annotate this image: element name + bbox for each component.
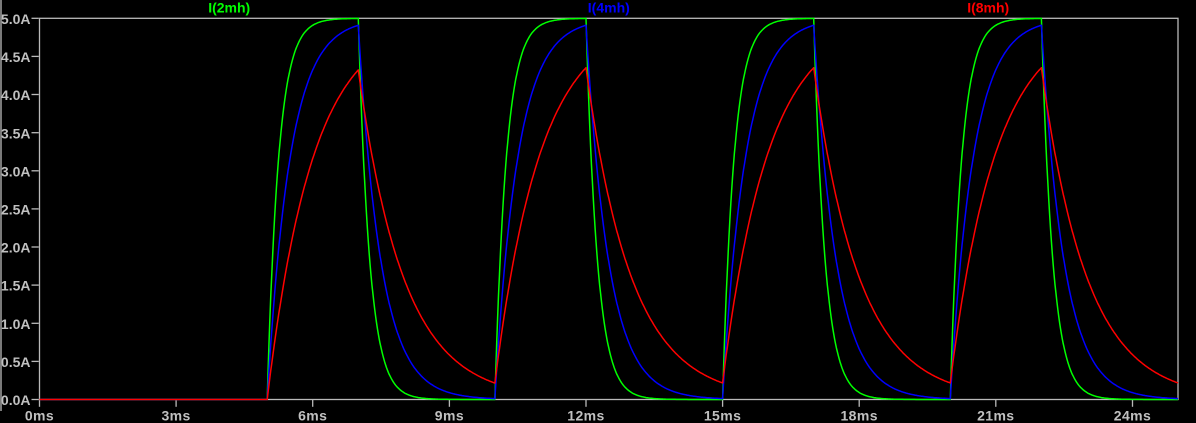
svg-text:9ms: 9ms — [435, 408, 464, 423]
svg-text:3.5A: 3.5A — [1, 125, 31, 141]
svg-text:0.5A: 0.5A — [1, 354, 31, 370]
svg-text:15ms: 15ms — [704, 408, 741, 423]
svg-text:3.0A: 3.0A — [1, 163, 31, 179]
svg-text:0ms: 0ms — [25, 408, 54, 423]
svg-text:5.0A: 5.0A — [1, 11, 31, 27]
svg-text:0.0A: 0.0A — [1, 392, 31, 408]
svg-text:4.0A: 4.0A — [1, 87, 31, 103]
svg-text:21ms: 21ms — [977, 408, 1014, 423]
svg-text:18ms: 18ms — [840, 408, 877, 423]
svg-text:12ms: 12ms — [567, 408, 604, 423]
svg-text:6ms: 6ms — [298, 408, 327, 423]
svg-text:4.5A: 4.5A — [1, 49, 31, 65]
svg-text:2.5A: 2.5A — [1, 202, 31, 218]
svg-text:1.5A: 1.5A — [1, 278, 31, 294]
svg-text:I(2mh): I(2mh) — [208, 0, 250, 16]
svg-text:3ms: 3ms — [161, 408, 190, 423]
svg-text:I(8mh): I(8mh) — [967, 0, 1009, 16]
svg-text:1.0A: 1.0A — [1, 316, 31, 332]
svg-text:24ms: 24ms — [1114, 408, 1151, 423]
svg-text:2.0A: 2.0A — [1, 240, 31, 256]
svg-text:I(4mh): I(4mh) — [588, 0, 630, 16]
